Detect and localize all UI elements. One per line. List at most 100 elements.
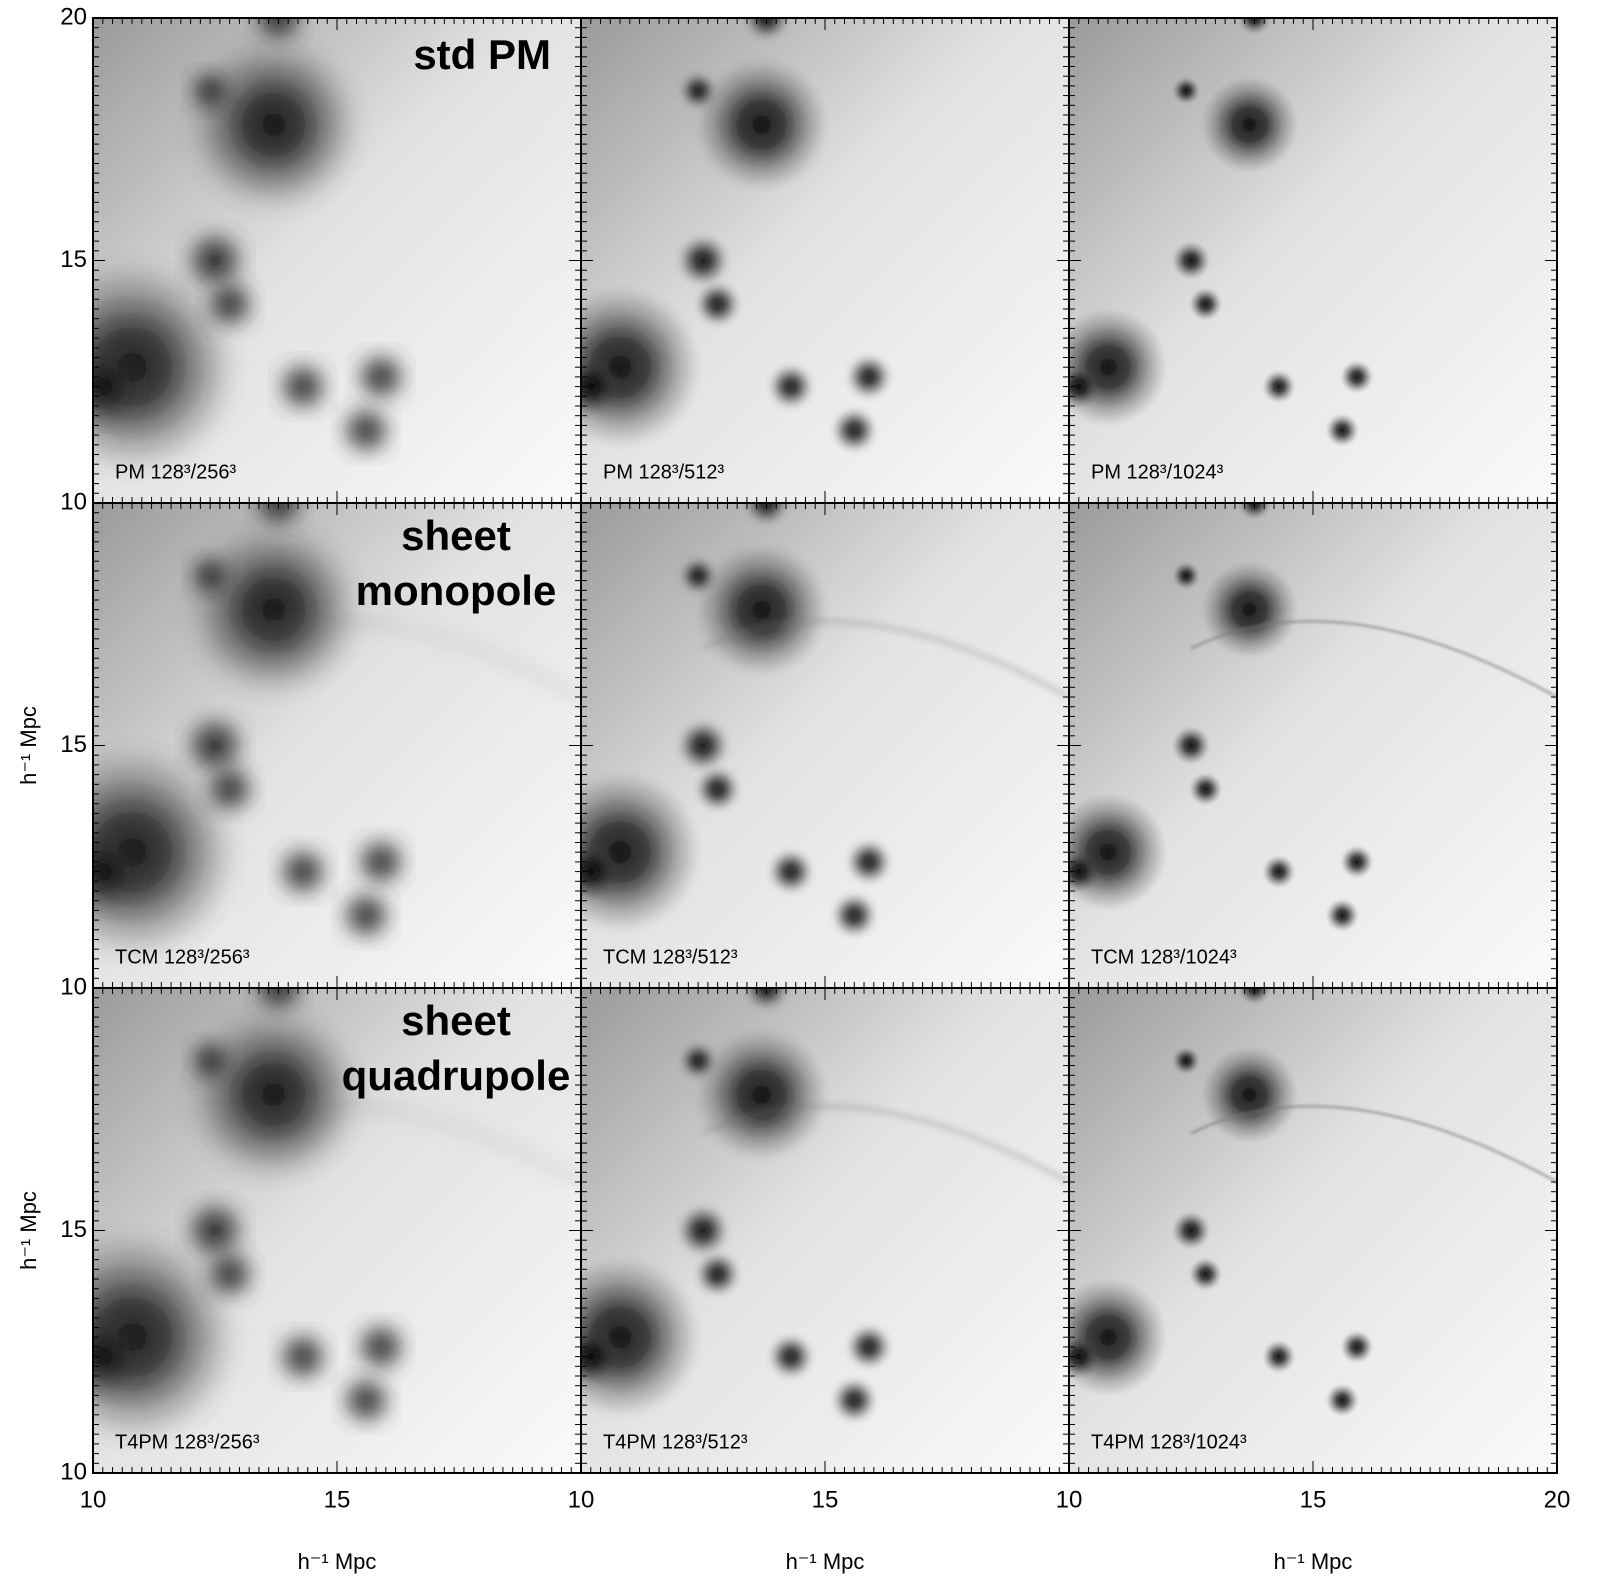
x-tick-label: 10 (80, 1486, 107, 1513)
halo (679, 557, 717, 595)
x-axis-label: h⁻¹ Mpc (786, 1549, 865, 1574)
halo (1326, 899, 1359, 932)
halo (337, 1370, 396, 1430)
y-tick-label: 15 (60, 731, 87, 758)
halo (695, 58, 828, 191)
y-tick-label: 20 (60, 3, 87, 30)
halo (832, 1378, 877, 1423)
halo (1172, 726, 1210, 765)
halo (677, 1204, 729, 1257)
x-axis-label: h⁻¹ Mpc (298, 1549, 377, 1574)
halo (581, 1327, 621, 1386)
halo (744, 988, 789, 1010)
halo (846, 1324, 891, 1369)
panel-label: TCM 128³/1024³ (1091, 946, 1237, 968)
halo (1189, 1258, 1222, 1291)
halo (249, 503, 308, 533)
halo (1340, 845, 1374, 879)
panel-label: T4PM 128³/1024³ (1091, 1431, 1247, 1453)
halo (249, 988, 308, 1018)
halo (273, 357, 333, 416)
halo (679, 72, 717, 110)
halo (744, 503, 789, 525)
panel-label: T4PM 128³/512³ (603, 1431, 748, 1453)
row-title: sheet (401, 512, 511, 559)
halo (1262, 855, 1295, 888)
halo (695, 1252, 740, 1297)
panel-label: TCM 128³/512³ (603, 946, 738, 968)
x-tick-label: 15 (812, 1486, 839, 1513)
halo (581, 357, 621, 416)
density-panel (1069, 988, 1557, 1473)
density-panel (1069, 503, 1557, 988)
halo (832, 408, 877, 453)
halo (1238, 18, 1271, 35)
panel-label: PM 128³/256³ (115, 461, 237, 483)
halo (185, 66, 235, 116)
halo (1238, 988, 1271, 1005)
halo (185, 551, 235, 601)
density-panel (581, 988, 1069, 1473)
filament (702, 1104, 1069, 1184)
halo (1262, 1340, 1295, 1373)
density-panel (93, 18, 581, 503)
halo (1069, 1335, 1101, 1379)
halo (185, 1006, 362, 1183)
halo (846, 839, 891, 884)
halo (695, 767, 740, 812)
halo (273, 842, 333, 901)
halo (1201, 561, 1298, 659)
x-tick-label: 20 (1544, 1486, 1571, 1513)
halo (185, 521, 362, 698)
halo (1326, 1384, 1359, 1417)
halo (185, 36, 362, 213)
halo (677, 719, 729, 772)
halo (768, 364, 813, 409)
halo (1189, 288, 1222, 321)
density-panel (1069, 18, 1557, 503)
halo (1340, 360, 1374, 394)
density-panel (93, 988, 581, 1473)
y-tick-label: 15 (60, 246, 87, 273)
halo (93, 832, 142, 911)
halo (200, 1244, 259, 1304)
halo (695, 1028, 828, 1161)
halo (1238, 503, 1271, 520)
halo (200, 759, 259, 819)
halo (1069, 850, 1101, 894)
halo (1172, 241, 1210, 280)
halo (273, 1327, 333, 1386)
halo (200, 274, 259, 334)
row-title: monopole (356, 567, 557, 614)
background (1069, 988, 1557, 1473)
halo (1069, 365, 1101, 409)
halo (351, 1317, 411, 1377)
panel-label: T4PM 128³/256³ (115, 1431, 260, 1453)
filament (214, 1104, 581, 1184)
row-title: quadrupole (342, 1052, 571, 1099)
filament (1190, 1104, 1557, 1184)
halo (337, 400, 396, 460)
halo (1262, 370, 1295, 403)
halo (185, 1036, 235, 1086)
filament (1190, 619, 1557, 699)
density-panel (581, 503, 1069, 988)
x-axis-label: h⁻¹ Mpc (1274, 1549, 1353, 1574)
y-tick-label: 10 (60, 488, 87, 515)
x-tick-label: 15 (1300, 1486, 1327, 1513)
halo (249, 18, 308, 48)
halo (832, 893, 877, 938)
panel-label: TCM 128³/256³ (115, 946, 250, 968)
density-panel (581, 18, 1069, 503)
halo (768, 1334, 813, 1379)
filament (214, 619, 581, 699)
panel-label: PM 128³/512³ (603, 461, 725, 483)
background (1069, 18, 1557, 503)
halo (1189, 773, 1222, 806)
halo (93, 347, 142, 426)
x-tick-label: 10 (1056, 1486, 1083, 1513)
halo (768, 849, 813, 894)
halo (695, 543, 828, 676)
y-axis-label: h⁻¹ Mpc (16, 706, 41, 785)
